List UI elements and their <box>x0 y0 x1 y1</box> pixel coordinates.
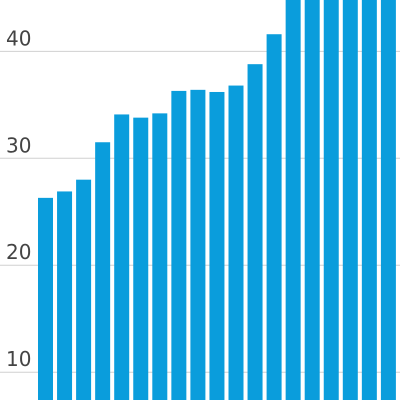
bar <box>209 91 225 400</box>
bar <box>171 90 187 400</box>
bar <box>114 114 130 400</box>
y-tick-label: 30 <box>6 133 31 157</box>
bar <box>361 0 377 400</box>
bar <box>190 89 206 400</box>
y-tick-label: 40 <box>6 26 31 50</box>
bar <box>285 0 301 400</box>
bar <box>304 0 320 400</box>
bar <box>247 64 263 400</box>
bar <box>38 197 53 400</box>
bar <box>323 0 339 400</box>
y-tick-label: 10 <box>6 347 31 371</box>
bar <box>342 0 358 400</box>
bar <box>57 191 73 400</box>
y-tick-label: 20 <box>6 240 31 264</box>
bar <box>133 117 149 400</box>
bar <box>76 179 92 400</box>
bar <box>152 113 168 400</box>
bar <box>228 85 244 400</box>
bar <box>95 142 111 400</box>
y-tick-labels: 10 20 30 40 <box>6 26 31 371</box>
bars <box>38 0 396 400</box>
bar <box>380 0 396 400</box>
bar <box>266 34 282 400</box>
